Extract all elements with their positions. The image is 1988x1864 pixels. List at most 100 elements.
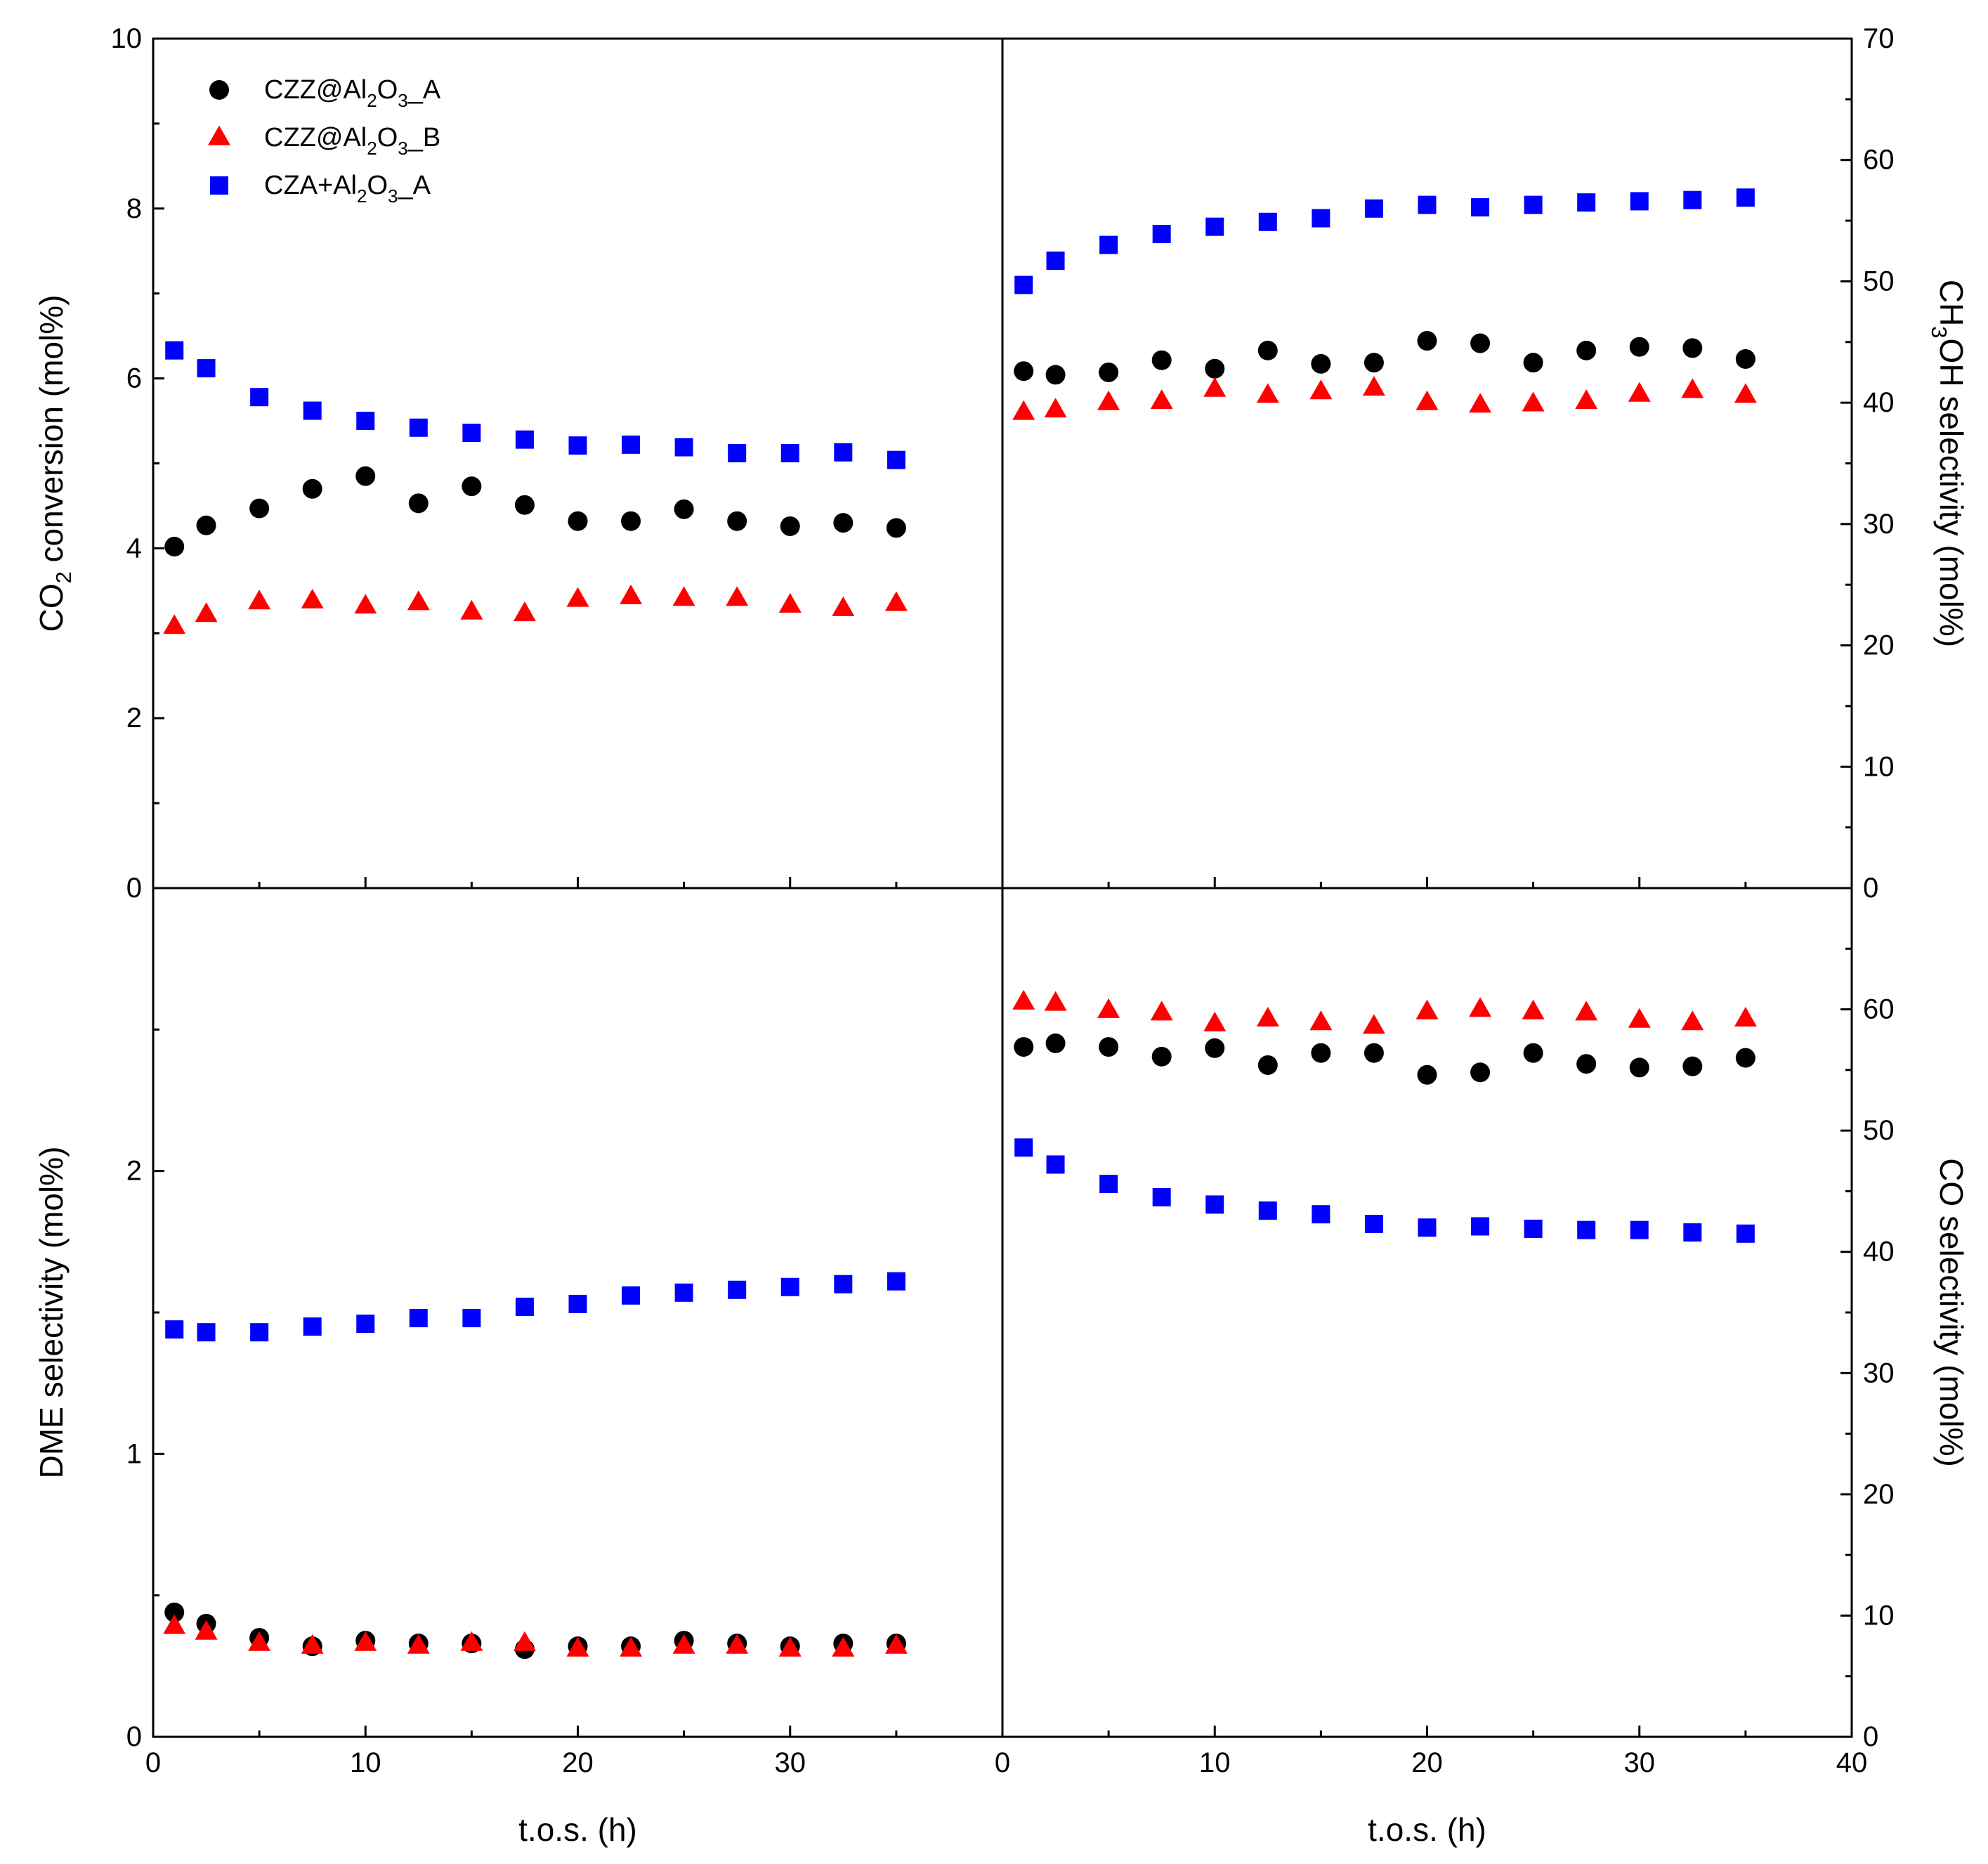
top-left-panel-point-C	[197, 359, 216, 378]
top-right-panel-point-A	[1735, 348, 1755, 369]
bottom-left-panel-point-B	[672, 1634, 695, 1654]
bottom-right-panel-point-B	[1203, 1011, 1227, 1031]
top-left-panel-point-A	[164, 536, 185, 556]
top-left-panel-point-A	[408, 493, 429, 514]
bottom-right-panel-point-A	[1470, 1062, 1491, 1083]
top-right-panel-point-B	[1628, 382, 1651, 402]
top-right-panel-point-C	[1524, 195, 1543, 214]
bottom-right-panel-point-C	[1577, 1220, 1596, 1239]
bottom-right-panel-point-C	[1205, 1195, 1224, 1214]
top-left-panel-ytick-label: 6	[126, 363, 142, 394]
top-right-panel-point-C	[1418, 195, 1437, 214]
bottom-left-panel-point-B	[832, 1636, 855, 1657]
top-right-panel-point-B	[1681, 378, 1704, 398]
top-right-panel-point-C	[1152, 225, 1171, 244]
bottom-right-panel-point-A	[1099, 1037, 1119, 1057]
top-left-panel-ytick-label: 2	[126, 703, 142, 734]
top-left-panel-point-C	[568, 436, 587, 455]
top-left-panel-point-A	[886, 518, 906, 538]
top-left-panel-point-A	[621, 511, 641, 531]
bottom-right-panel-point-C	[1046, 1155, 1065, 1174]
bottom-left-panel-series-B	[163, 1614, 908, 1657]
top-left-panel-point-C	[887, 450, 905, 469]
top-right-panel-ytick-label: 30	[1863, 509, 1895, 540]
top-left-panel-ytick-label: 4	[126, 533, 142, 563]
bottom-left-panel-point-C	[250, 1323, 269, 1342]
bottom-right-panel-point-B	[1044, 991, 1067, 1011]
top-right-panel-point-A	[1629, 337, 1649, 357]
bottom-right-panel-point-A	[1417, 1064, 1437, 1085]
top-right-panel-ytick-label: 70	[1863, 23, 1895, 54]
bottom-right-panel-point-C	[1312, 1205, 1330, 1224]
bottom-right-panel-point-C	[1524, 1219, 1543, 1238]
bottom-left-panel-xlabel: t.o.s. (h)	[518, 1811, 637, 1848]
top-right-panel-point-A	[1205, 358, 1225, 379]
bottom-left-panel-ytick-label: 2	[126, 1156, 142, 1187]
bottom-left-panel-point-C	[622, 1286, 641, 1305]
top-right-panel-ytick-label: 50	[1863, 266, 1895, 296]
top-left-panel-point-B	[460, 599, 483, 620]
top-right-panel-point-B	[1097, 390, 1120, 410]
legend-label-A: CZZ@Al2O3_A	[264, 75, 441, 111]
bottom-right-panel-point-A	[1682, 1056, 1703, 1076]
bottom-left-panel-point-B	[726, 1634, 749, 1654]
bottom-left-panel-xtick-label: 10	[350, 1747, 381, 1778]
top-right-panel-series-C	[1014, 188, 1755, 294]
top-left-panel-point-A	[514, 495, 535, 515]
bottom-left-panel-point-B	[460, 1631, 483, 1651]
bottom-left-panel-point-A	[164, 1602, 185, 1622]
bottom-right-panel-ytick-label: 10	[1863, 1600, 1895, 1631]
bottom-right-panel-point-A	[1364, 1043, 1384, 1063]
bottom-right-panel-point-B	[1469, 997, 1492, 1017]
bottom-right-panel-point-B	[1575, 1001, 1598, 1021]
top-left-panel-ytick-label: 0	[126, 873, 142, 904]
bottom-left-panel-point-C	[887, 1272, 905, 1291]
top-right-panel-ytick-label: 0	[1863, 873, 1878, 904]
bottom-right-panel: 0 10 20 30 40 50 60 0 10 20 30 40 t.o.s. (h) CO selec…	[995, 887, 1970, 1848]
bottom-right-panel-point-A	[1523, 1043, 1543, 1063]
top-right-panel: 0 10 20 30 40 50 60 70 CH3OH selectivity (mol%)	[1001, 23, 1970, 904]
top-right-panel-ytick-label: 60	[1863, 145, 1895, 176]
top-left-panel-point-B	[726, 586, 749, 606]
top-right-panel-point-B	[1575, 389, 1598, 410]
bottom-left-panel-point-B	[163, 1614, 186, 1634]
bottom-left-panel-point-C	[356, 1315, 375, 1334]
bottom-right-panel-point-C	[1418, 1218, 1437, 1237]
top-right-panel-point-A	[1470, 333, 1491, 353]
bottom-right-panel-ytick-label: 20	[1863, 1479, 1895, 1510]
bottom-left-panel-point-C	[462, 1309, 481, 1328]
bottom-right-panel-point-A	[1014, 1037, 1034, 1057]
top-right-panel-point-C	[1205, 217, 1224, 236]
bottom-left-panel-point-B	[778, 1636, 802, 1657]
bottom-right-panel-point-A	[1045, 1033, 1066, 1053]
top-right-panel-point-A	[1682, 338, 1703, 358]
top-right-panel-ytick-label: 40	[1863, 387, 1895, 418]
legend-label-B: CZZ@Al2O3_B	[264, 123, 440, 159]
top-left-panel-point-B	[672, 586, 695, 606]
top-left-panel-point-B	[195, 602, 218, 623]
bottom-right-panel-point-B	[1150, 1001, 1173, 1021]
top-left-panel-point-B	[163, 614, 186, 634]
top-left-panel-series-B	[163, 585, 908, 634]
bottom-right-panel-point-C	[1258, 1201, 1277, 1220]
top-right-panel-point-A	[1364, 353, 1384, 373]
top-right-panel-point-A	[1045, 365, 1066, 385]
bottom-right-panel-point-C	[1014, 1138, 1033, 1157]
top-right-panel-point-B	[1012, 400, 1035, 420]
bottom-right-panel-point-B	[1628, 1008, 1651, 1028]
bottom-left-panel-point-C	[568, 1294, 587, 1313]
bottom-right-panel-point-C	[1152, 1188, 1171, 1207]
top-left-panel-point-C	[250, 388, 269, 407]
top-right-panel-point-C	[1014, 275, 1033, 294]
bottom-right-panel-point-B	[1256, 1007, 1279, 1026]
top-left-panel-ylabel: CO2 conversion (mol%)	[33, 295, 76, 632]
bottom-right-panel-ytick-label: 50	[1863, 1115, 1895, 1146]
top-left-panel-point-B	[620, 585, 643, 604]
top-left-panel-ytick-label: 8	[126, 193, 142, 224]
top-right-panel-point-B	[1522, 391, 1545, 412]
top-left-panel-point-B	[884, 591, 908, 611]
bottom-right-panel-point-A	[1257, 1055, 1278, 1075]
bottom-right-panel-point-A	[1205, 1038, 1225, 1058]
bottom-right-panel-point-B	[1012, 989, 1035, 1010]
bottom-right-panel-ytick-label: 0	[1863, 1721, 1878, 1752]
